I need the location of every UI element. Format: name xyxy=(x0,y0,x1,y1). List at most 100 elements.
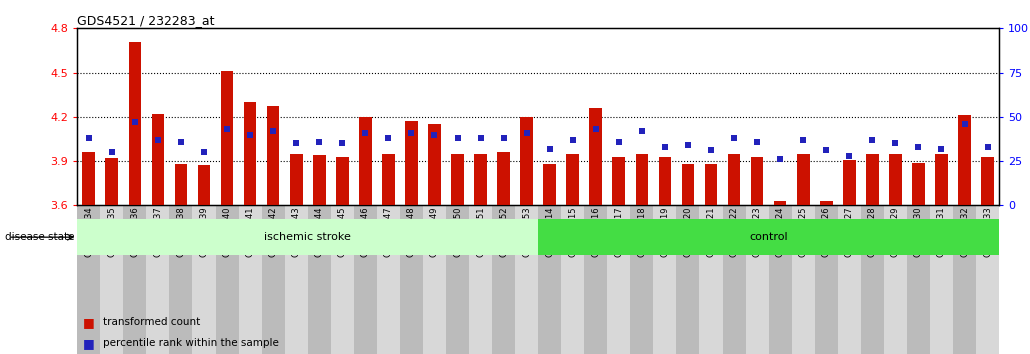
Bar xyxy=(861,205,884,354)
Bar xyxy=(129,42,141,205)
Bar xyxy=(677,205,699,354)
Point xyxy=(795,137,812,143)
Bar xyxy=(699,205,722,354)
Point xyxy=(426,132,443,137)
Point xyxy=(887,141,903,146)
Bar xyxy=(359,117,372,205)
Bar xyxy=(653,205,677,354)
Bar xyxy=(354,205,377,354)
Point xyxy=(911,144,927,150)
Bar xyxy=(146,205,169,354)
Bar xyxy=(77,219,538,255)
Point xyxy=(104,149,121,155)
Bar xyxy=(451,154,464,205)
Bar xyxy=(267,107,279,205)
Text: disease state: disease state xyxy=(5,232,74,242)
Bar xyxy=(930,205,953,354)
Bar xyxy=(428,124,441,205)
Bar xyxy=(538,219,999,255)
Bar xyxy=(77,205,100,354)
Point xyxy=(173,139,190,144)
Point xyxy=(196,149,212,155)
Point xyxy=(702,148,719,153)
Bar xyxy=(151,114,164,205)
Bar xyxy=(889,154,901,205)
Bar xyxy=(913,162,925,205)
Point xyxy=(564,137,581,143)
Bar xyxy=(244,102,256,205)
Bar xyxy=(100,205,124,354)
Bar xyxy=(331,205,353,354)
Text: ischemic stroke: ischemic stroke xyxy=(265,232,351,242)
Bar xyxy=(538,205,561,354)
Bar xyxy=(193,205,215,354)
Bar xyxy=(906,205,930,354)
Bar xyxy=(446,205,469,354)
Bar xyxy=(105,158,118,205)
Point xyxy=(771,156,788,162)
Point xyxy=(864,137,881,143)
Point xyxy=(473,135,489,141)
Bar xyxy=(220,71,234,205)
Point xyxy=(127,119,143,125)
Bar xyxy=(837,205,861,354)
Bar xyxy=(175,164,187,205)
Bar xyxy=(728,154,741,205)
Bar xyxy=(469,205,492,354)
Bar xyxy=(520,117,533,205)
Bar xyxy=(705,164,717,205)
Point xyxy=(242,132,259,137)
Point xyxy=(542,146,558,152)
Bar xyxy=(768,205,792,354)
Bar xyxy=(198,166,210,205)
Point xyxy=(749,139,765,144)
Point xyxy=(218,126,235,132)
Point xyxy=(680,142,696,148)
Bar xyxy=(982,156,994,205)
Bar xyxy=(382,154,394,205)
Bar xyxy=(884,205,907,354)
Bar xyxy=(169,205,193,354)
Point xyxy=(403,130,419,136)
Point xyxy=(518,130,535,136)
Bar xyxy=(723,205,746,354)
Bar xyxy=(497,152,510,205)
Bar xyxy=(746,205,768,354)
Bar xyxy=(377,205,400,354)
Text: control: control xyxy=(750,232,788,242)
Bar xyxy=(589,108,603,205)
Text: transformed count: transformed count xyxy=(103,317,200,327)
Point xyxy=(449,135,466,141)
Bar xyxy=(797,154,810,205)
Bar xyxy=(308,205,331,354)
Bar xyxy=(405,121,418,205)
Bar xyxy=(584,205,608,354)
Bar xyxy=(400,205,423,354)
Point xyxy=(357,130,374,136)
Bar xyxy=(958,115,971,205)
Bar xyxy=(423,205,446,354)
Bar xyxy=(124,205,146,354)
Text: GDS4521 / 232283_at: GDS4521 / 232283_at xyxy=(77,14,214,27)
Point xyxy=(80,135,97,141)
Bar xyxy=(953,205,976,354)
Point xyxy=(149,137,166,143)
Point xyxy=(380,135,397,141)
Point xyxy=(611,139,627,144)
Bar xyxy=(239,205,262,354)
Bar xyxy=(82,152,95,205)
Bar xyxy=(976,205,999,354)
Text: percentile rank within the sample: percentile rank within the sample xyxy=(103,338,279,348)
Bar xyxy=(262,205,284,354)
Bar xyxy=(613,156,625,205)
Text: ■: ■ xyxy=(82,337,94,350)
Bar xyxy=(544,164,556,205)
Point xyxy=(587,126,604,132)
Point xyxy=(980,144,996,150)
Bar xyxy=(630,205,653,354)
Point xyxy=(933,146,950,152)
Point xyxy=(265,128,281,134)
Point xyxy=(657,144,674,150)
Point xyxy=(334,141,350,146)
Bar xyxy=(815,205,837,354)
